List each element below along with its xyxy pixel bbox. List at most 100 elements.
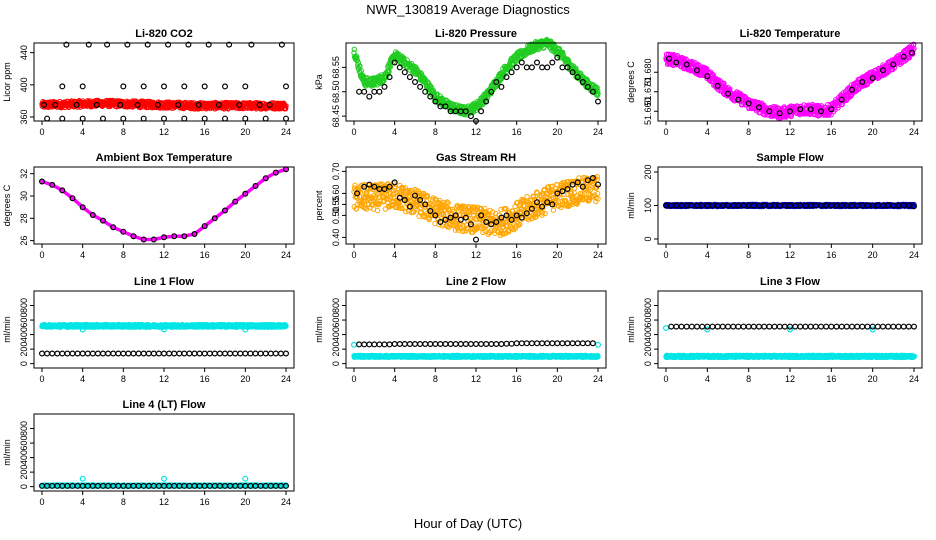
x-tick-label: 12 xyxy=(159,127,169,137)
series-2-point xyxy=(467,113,474,120)
series-2-point xyxy=(559,64,566,71)
y-tick-label: 32 xyxy=(19,169,29,179)
series-2-point xyxy=(584,83,591,90)
series-1-point xyxy=(524,194,530,200)
series-2-point xyxy=(283,83,290,90)
y-tick-label: 30 xyxy=(19,191,29,201)
series-2-point xyxy=(63,41,70,48)
y-axis-label: degrees C xyxy=(626,61,636,103)
series-2-point xyxy=(195,101,202,108)
y-tick-label: 0 xyxy=(643,236,653,241)
x-tick-label: 0 xyxy=(663,127,668,137)
series-2-point xyxy=(85,41,92,48)
series-2-point xyxy=(242,83,249,90)
page-title: NWR_130819 Average Diagnostics xyxy=(366,2,570,17)
x-tick-label: 20 xyxy=(552,250,562,260)
series-1-point xyxy=(417,70,424,76)
series-2-point xyxy=(222,83,229,90)
y-axis-label: Licor ppm xyxy=(2,62,12,102)
x-tick-label: 4 xyxy=(705,127,710,137)
series-1-point xyxy=(578,71,584,77)
series-2-point xyxy=(396,64,403,71)
x-tick-label: 24 xyxy=(909,127,919,137)
series-1-point xyxy=(351,46,357,52)
series-3-point xyxy=(79,115,86,122)
series-1-point xyxy=(595,91,601,97)
series-2-point xyxy=(462,108,469,115)
series-2-point xyxy=(523,64,530,71)
series-2-point xyxy=(539,64,546,71)
x-tick-label: 24 xyxy=(909,250,919,260)
y-axis-label: kPa xyxy=(314,74,324,90)
x-tick-label: 0 xyxy=(39,250,44,260)
series-2-point xyxy=(406,74,413,81)
series-1-point xyxy=(429,85,435,91)
chart-title: Ambient Box Temperature xyxy=(96,152,233,164)
series-2-point xyxy=(513,64,520,71)
series-1-point xyxy=(864,81,871,88)
series-2-point xyxy=(278,41,285,48)
series-2-point xyxy=(533,59,540,66)
y-tick-label: 0.70 xyxy=(331,163,341,181)
series-1-point xyxy=(418,71,425,77)
y-tick-label: 68.45 xyxy=(331,105,341,128)
series-2-point xyxy=(140,83,147,90)
series-2-point xyxy=(391,59,398,66)
series-2-point xyxy=(161,83,168,90)
series-2-point xyxy=(371,88,378,95)
x-tick-label: 4 xyxy=(392,250,397,260)
y-axis-label: percent xyxy=(314,190,324,221)
series-1-point xyxy=(357,63,363,69)
x-tick-label: 20 xyxy=(868,127,878,137)
series-2-point xyxy=(589,88,596,95)
series-2-point xyxy=(366,93,373,100)
x-tick-label: 16 xyxy=(826,250,836,260)
series-2-point xyxy=(473,236,480,243)
x-tick-label: 12 xyxy=(471,250,481,260)
y-tick-label: 68.55 xyxy=(331,56,341,79)
y-axis-label: degrees C xyxy=(2,184,12,226)
y-axis-label: ml/min xyxy=(2,316,12,343)
series-2-point xyxy=(528,64,535,71)
series-1-line xyxy=(40,167,288,242)
series-2-point xyxy=(493,78,500,85)
x-tick-label: 4 xyxy=(392,127,397,137)
x-tick-label: 20 xyxy=(868,250,878,260)
series-1-point xyxy=(594,84,600,91)
series-2-point xyxy=(93,101,100,108)
series-2-point xyxy=(248,41,255,48)
series-1-point xyxy=(283,103,289,109)
x-tick-label: 16 xyxy=(512,127,522,137)
series-3-point xyxy=(99,115,106,122)
series-2-point xyxy=(40,101,47,108)
series-2-point xyxy=(579,78,586,85)
series-2-point xyxy=(226,41,233,48)
series-2-point xyxy=(442,103,449,110)
series-2-point xyxy=(569,69,576,76)
x-tick-label: 8 xyxy=(121,250,126,260)
y-tick-label: 400 xyxy=(19,77,29,92)
series-2-point xyxy=(104,41,111,48)
series-2-point xyxy=(120,83,127,90)
series-2-point xyxy=(185,41,192,48)
series-2-point xyxy=(236,101,243,108)
x-tick-label: 20 xyxy=(240,127,250,137)
x-tick-label: 8 xyxy=(121,127,126,137)
series-2-point xyxy=(417,83,424,90)
x-tick-label: 20 xyxy=(240,250,250,260)
series-1-point xyxy=(836,102,842,109)
x-tick-label: 4 xyxy=(705,250,710,260)
series-2-point xyxy=(422,88,429,95)
series-2-point xyxy=(508,69,515,76)
series-2-point xyxy=(381,83,388,90)
series-2-point xyxy=(401,69,408,76)
series-2-point xyxy=(564,64,571,71)
x-tick-label: 16 xyxy=(200,127,210,137)
series-3-point xyxy=(201,115,208,122)
series-3-point xyxy=(181,115,188,122)
series-3-point xyxy=(283,115,290,122)
series-1-point xyxy=(387,64,393,70)
